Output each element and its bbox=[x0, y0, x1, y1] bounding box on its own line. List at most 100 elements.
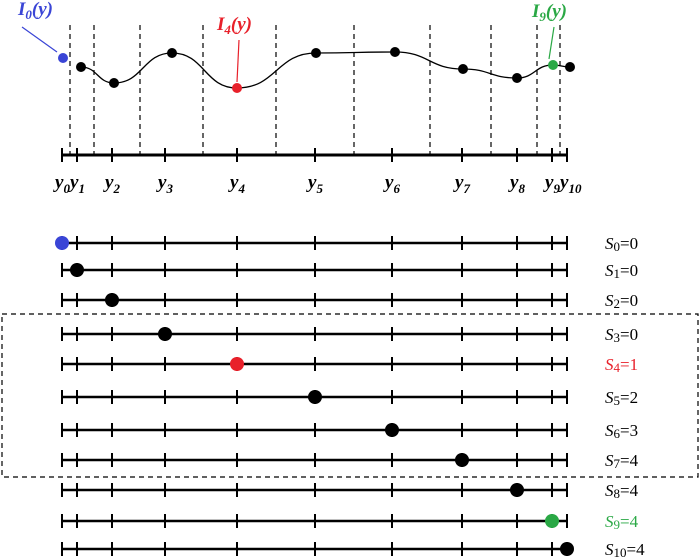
index: 4 bbox=[223, 22, 231, 37]
value: =4 bbox=[620, 481, 639, 500]
value: =1 bbox=[620, 355, 638, 374]
value: =4 bbox=[620, 512, 639, 531]
index: 10 bbox=[614, 545, 627, 559]
row-dot bbox=[560, 542, 574, 556]
index: 9 bbox=[539, 9, 546, 24]
index: 7 bbox=[463, 181, 470, 196]
letter: y bbox=[543, 172, 554, 193]
row-dot bbox=[385, 423, 399, 437]
letter: S bbox=[605, 451, 614, 470]
sample-point bbox=[76, 62, 86, 72]
row-label: S0=0 bbox=[605, 234, 638, 254]
row-label: S4=1 bbox=[605, 355, 638, 375]
sample-point bbox=[565, 62, 575, 72]
index: 5 bbox=[316, 181, 323, 196]
sample-point bbox=[512, 73, 522, 83]
letter: S bbox=[605, 540, 614, 559]
letter: y bbox=[53, 172, 64, 193]
leader bbox=[236, 39, 240, 83]
index: 3 bbox=[165, 181, 173, 196]
sample-point bbox=[390, 47, 400, 57]
index: 0 bbox=[63, 181, 70, 196]
axis-label: y2 bbox=[103, 172, 120, 196]
value: =0 bbox=[620, 261, 638, 280]
row-dot bbox=[55, 236, 69, 250]
sample-point bbox=[167, 48, 177, 58]
axis-label: y9 bbox=[543, 172, 560, 196]
row-label: S2=0 bbox=[605, 291, 638, 311]
sample-point bbox=[58, 53, 68, 63]
index: 3 bbox=[614, 330, 621, 345]
row-dot bbox=[158, 327, 172, 341]
letter: S bbox=[605, 421, 614, 440]
arg: (y) bbox=[231, 14, 252, 35]
index: 8 bbox=[518, 181, 525, 196]
sample-point bbox=[548, 60, 558, 70]
index: 1 bbox=[614, 266, 621, 281]
curve bbox=[80, 51, 571, 89]
letter: y bbox=[383, 172, 394, 193]
axis-label: y4 bbox=[228, 172, 245, 196]
letter: I bbox=[17, 0, 26, 20]
value: =4 bbox=[620, 451, 639, 470]
index: 5 bbox=[614, 393, 621, 408]
value: =0 bbox=[620, 234, 638, 253]
letter: S bbox=[605, 355, 614, 374]
index: 0 bbox=[614, 239, 621, 254]
sample-point bbox=[232, 83, 242, 93]
index: 8 bbox=[614, 486, 621, 501]
leader bbox=[548, 26, 555, 60]
letter: S bbox=[605, 512, 614, 531]
row-label: S1=0 bbox=[605, 261, 638, 281]
axis-label: y5 bbox=[306, 172, 323, 196]
axis-label: y7 bbox=[453, 172, 470, 196]
index: 6 bbox=[393, 181, 400, 196]
row-label: S10=4 bbox=[605, 540, 645, 559]
value: =4 bbox=[627, 540, 646, 559]
letter: y bbox=[68, 172, 79, 193]
index: 9 bbox=[614, 517, 621, 532]
letter: S bbox=[605, 481, 614, 500]
sample-point bbox=[458, 64, 468, 74]
letter: S bbox=[605, 291, 614, 310]
index: 2 bbox=[112, 181, 120, 196]
letter: I bbox=[216, 14, 225, 35]
letter: y bbox=[103, 172, 114, 193]
row-label: S9=4 bbox=[605, 512, 639, 532]
row-dot bbox=[455, 453, 469, 467]
row-label: S5=2 bbox=[605, 388, 638, 408]
index: 4 bbox=[614, 360, 621, 375]
index: 9 bbox=[553, 181, 560, 196]
highlight-box bbox=[1, 313, 699, 478]
letter: y bbox=[558, 172, 569, 193]
index: 10 bbox=[568, 181, 582, 196]
row-dot bbox=[105, 293, 119, 307]
value: =2 bbox=[620, 388, 638, 407]
letter: y bbox=[306, 172, 317, 193]
sample-point bbox=[109, 78, 119, 88]
value: =0 bbox=[620, 325, 638, 344]
axis-label: y3 bbox=[156, 172, 173, 196]
letter: I bbox=[531, 1, 540, 22]
leader bbox=[21, 26, 58, 53]
index: 7 bbox=[614, 456, 621, 471]
annotation: I9(y) bbox=[531, 1, 567, 24]
annotation: I4(y) bbox=[216, 14, 252, 37]
row-label: S8=4 bbox=[605, 481, 639, 501]
row-dot bbox=[545, 514, 559, 528]
row-dot bbox=[308, 390, 322, 404]
letter: y bbox=[228, 172, 239, 193]
value: =0 bbox=[620, 291, 638, 310]
row-dot bbox=[70, 263, 84, 277]
sample-point bbox=[311, 48, 321, 58]
axis-label: y6 bbox=[383, 172, 400, 196]
letter: y bbox=[453, 172, 464, 193]
axis-label: y0 bbox=[53, 172, 70, 196]
letter: y bbox=[508, 172, 519, 193]
annotation: I0(y) bbox=[17, 0, 53, 22]
row-label: S3=0 bbox=[605, 325, 638, 345]
letter: S bbox=[605, 234, 614, 253]
index: 2 bbox=[614, 296, 621, 311]
arg: (y) bbox=[32, 0, 53, 20]
row-label: S7=4 bbox=[605, 451, 639, 471]
